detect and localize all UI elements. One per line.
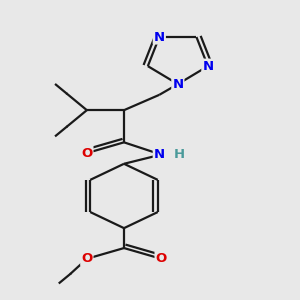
Text: O: O: [81, 252, 92, 265]
Text: N: N: [172, 78, 183, 91]
Text: N: N: [202, 60, 214, 73]
Text: N: N: [154, 31, 165, 44]
Text: O: O: [155, 252, 167, 265]
Text: H: H: [173, 148, 184, 161]
Text: N: N: [154, 148, 165, 161]
Text: O: O: [81, 147, 92, 160]
